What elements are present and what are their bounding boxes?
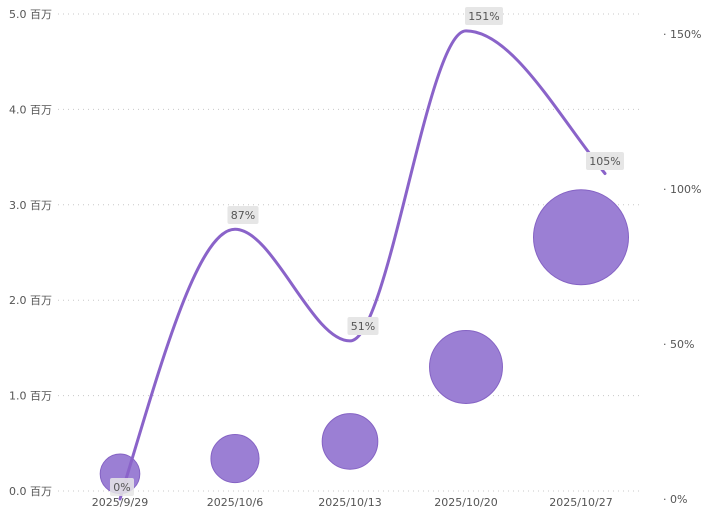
data-label: 151% — [465, 7, 503, 25]
data-label: 105% — [586, 152, 624, 170]
bubble — [321, 413, 379, 470]
line-series — [118, 29, 607, 501]
right-tick-label: · 150% — [663, 28, 701, 41]
x-tick-label: 2025/10/6 — [207, 496, 263, 509]
left-tick-label: 4.0 百万 — [9, 103, 52, 116]
data-label: 87% — [227, 206, 259, 224]
data-label-bg — [347, 317, 379, 335]
right-tick-label: · 100% — [663, 183, 701, 196]
data-label-text: 105% — [589, 155, 620, 168]
line-path — [118, 29, 607, 501]
bubble-series — [99, 189, 629, 495]
data-label-bg — [227, 206, 259, 224]
left-y-axis: 0.0 百万 1.0 百万 2.0 百万 3.0 百万 4.0 百万 5.0 百万 — [9, 8, 52, 498]
left-tick-label: 5.0 百万 — [9, 8, 52, 21]
x-tick-label: 2025/9/29 — [92, 496, 148, 509]
x-tick-label: 2025/10/20 — [434, 496, 497, 509]
data-label-bg — [110, 478, 134, 496]
left-tick-label: 1.0 百万 — [9, 390, 52, 403]
left-tick-label: 2.0 百万 — [9, 294, 52, 307]
right-tick-label: · 0% — [663, 493, 687, 506]
left-tick-label: 0.0 百万 — [9, 485, 52, 498]
data-label: 51% — [347, 317, 379, 335]
left-tick-label: 3.0 百万 — [9, 199, 52, 212]
bubble — [429, 330, 503, 404]
data-label-text: 0% — [113, 481, 130, 494]
right-tick-label: · 50% — [663, 338, 694, 351]
line-data-labels: 0% 87% 51% 151% 105% — [110, 7, 624, 496]
x-tick-label: 2025/10/13 — [318, 496, 381, 509]
bubble — [533, 189, 629, 286]
right-y-axis: · 0% · 50% · 100% · 150% — [663, 28, 701, 506]
data-label: 0% — [110, 478, 134, 496]
data-label-text: 87% — [231, 209, 255, 222]
x-tick-label: 2025/10/27 — [549, 496, 612, 509]
gridlines — [58, 13, 640, 492]
x-axis: 2025/9/29 2025/10/6 2025/10/13 2025/10/20 20… — [92, 496, 613, 509]
data-label-bg — [586, 152, 624, 170]
bubble — [210, 434, 260, 484]
data-label-bg — [465, 7, 503, 25]
data-label-text: 51% — [351, 320, 375, 333]
data-label-text: 151% — [468, 10, 499, 23]
